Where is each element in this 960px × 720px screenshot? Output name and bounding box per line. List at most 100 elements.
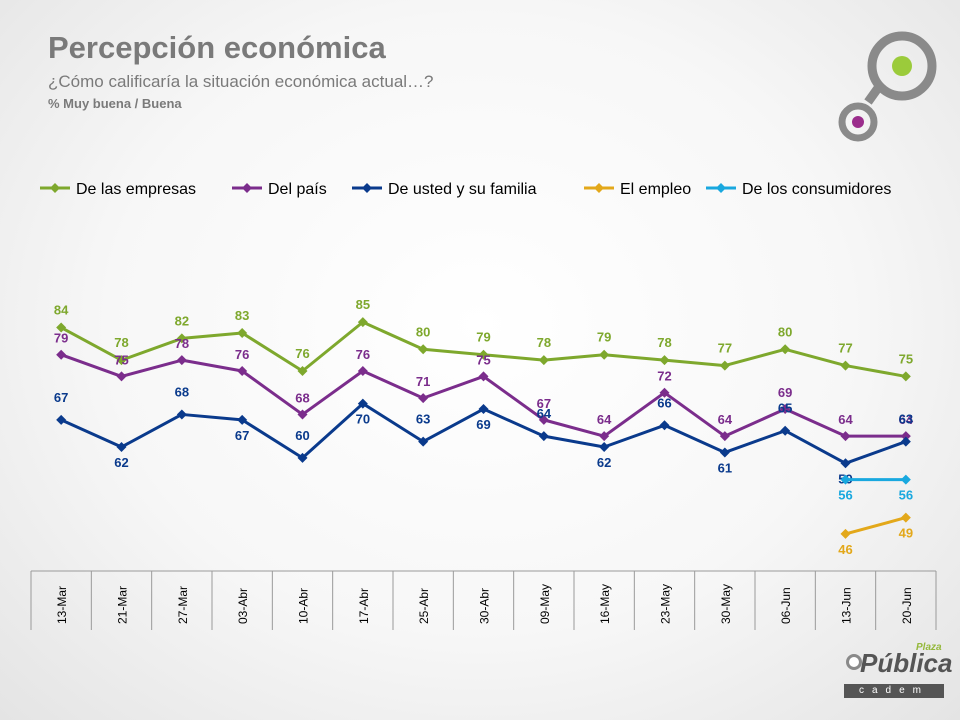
data-point bbox=[538, 431, 549, 442]
data-label: 66 bbox=[657, 395, 671, 410]
data-label: 78 bbox=[657, 335, 671, 350]
data-point bbox=[176, 355, 187, 366]
data-point bbox=[840, 474, 851, 485]
data-label: 62 bbox=[114, 455, 128, 470]
data-label: 64 bbox=[838, 412, 853, 427]
x-tick-label: 10-Abr bbox=[297, 588, 311, 624]
data-point bbox=[900, 436, 911, 447]
data-point bbox=[478, 349, 489, 360]
data-label: 76 bbox=[295, 346, 309, 361]
data-label: 78 bbox=[537, 335, 551, 350]
data-label: 84 bbox=[54, 303, 69, 318]
x-tick-label: 06-Jun bbox=[779, 587, 793, 624]
legend-marker-0 bbox=[50, 183, 60, 193]
x-tick-label: 30-Abr bbox=[478, 588, 492, 624]
data-label: 64 bbox=[597, 412, 612, 427]
data-label: 80 bbox=[416, 324, 430, 339]
data-point bbox=[357, 398, 368, 409]
data-label: 79 bbox=[597, 330, 611, 345]
data-label: 77 bbox=[718, 341, 732, 356]
data-point bbox=[297, 452, 308, 463]
x-tick-label: 21-Mar bbox=[116, 586, 130, 624]
chart-note: % Muy buena / Buena bbox=[48, 96, 182, 111]
x-tick-label: 13-Mar bbox=[55, 586, 69, 624]
data-label: 79 bbox=[476, 330, 490, 345]
series-line-3 bbox=[845, 516, 907, 536]
data-label: 62 bbox=[597, 455, 611, 470]
data-label: 61 bbox=[718, 460, 732, 475]
data-point bbox=[418, 344, 429, 355]
data-point bbox=[780, 344, 791, 355]
data-point bbox=[840, 431, 851, 442]
data-point bbox=[780, 404, 791, 415]
data-label: 65 bbox=[778, 401, 792, 416]
data-point bbox=[237, 414, 248, 425]
data-point bbox=[297, 366, 308, 376]
data-point bbox=[599, 431, 610, 442]
page-title: Percepción económica bbox=[48, 30, 386, 65]
data-label: 60 bbox=[295, 428, 309, 443]
data-label: 64 bbox=[537, 406, 552, 421]
legend-marker-2 bbox=[362, 183, 372, 193]
data-point bbox=[176, 333, 187, 344]
x-tick-label: 27-Mar bbox=[176, 586, 190, 624]
x-tick-label: 20-Jun bbox=[900, 587, 914, 624]
data-label: 75 bbox=[899, 351, 913, 366]
data-label: 79 bbox=[54, 331, 68, 346]
data-label: 72 bbox=[657, 369, 671, 384]
data-label: 49 bbox=[899, 526, 913, 541]
data-point bbox=[357, 366, 368, 376]
data-label: 56 bbox=[899, 488, 913, 503]
data-label: 75 bbox=[476, 352, 490, 367]
data-label: 64 bbox=[899, 412, 914, 427]
legend-label-0: De las empresas bbox=[76, 181, 196, 198]
data-point bbox=[56, 322, 67, 333]
data-point bbox=[297, 409, 308, 420]
data-label: 69 bbox=[778, 385, 792, 400]
data-label: 76 bbox=[235, 347, 249, 362]
data-point bbox=[599, 349, 610, 360]
legend-label-2: De usted y su familia bbox=[388, 181, 537, 198]
data-point bbox=[237, 366, 248, 376]
legend-marker-4 bbox=[716, 183, 726, 193]
data-label: 67 bbox=[54, 390, 68, 405]
data-point bbox=[719, 360, 730, 371]
data-label: 67 bbox=[235, 428, 249, 443]
data-label: 75 bbox=[114, 352, 128, 367]
x-tick-label: 03-Abr bbox=[236, 588, 250, 624]
x-tick-label: 13-Jun bbox=[840, 587, 854, 624]
brand-dot-icon bbox=[846, 654, 862, 670]
data-point bbox=[418, 436, 429, 447]
legend-label-4: De los consumidores bbox=[742, 181, 891, 198]
data-label: 56 bbox=[838, 488, 852, 503]
data-label: 78 bbox=[175, 336, 189, 351]
data-point bbox=[900, 512, 911, 523]
data-label: 77 bbox=[838, 341, 852, 356]
data-point bbox=[538, 355, 549, 366]
brand-publica: Pública bbox=[860, 648, 953, 678]
data-point bbox=[56, 414, 67, 425]
data-point bbox=[116, 355, 127, 366]
data-point bbox=[840, 528, 851, 539]
data-point bbox=[840, 458, 851, 469]
data-label: 68 bbox=[295, 390, 309, 405]
data-point bbox=[538, 414, 549, 425]
data-point bbox=[840, 360, 851, 371]
x-tick-label: 30-May bbox=[719, 584, 733, 624]
data-label: 68 bbox=[175, 384, 189, 399]
data-point bbox=[478, 404, 489, 415]
data-point bbox=[719, 431, 730, 442]
data-point bbox=[56, 349, 67, 360]
data-point bbox=[116, 371, 127, 382]
x-tick-label: 16-May bbox=[598, 584, 612, 624]
legend-label-1: Del país bbox=[268, 181, 327, 198]
data-point bbox=[900, 431, 911, 442]
data-point bbox=[116, 442, 127, 453]
data-label: 83 bbox=[235, 308, 249, 323]
data-label: 70 bbox=[356, 412, 370, 427]
data-point bbox=[900, 474, 911, 485]
data-point bbox=[659, 420, 670, 431]
data-point bbox=[780, 425, 791, 436]
data-point bbox=[478, 371, 489, 382]
data-label: 80 bbox=[778, 324, 792, 339]
